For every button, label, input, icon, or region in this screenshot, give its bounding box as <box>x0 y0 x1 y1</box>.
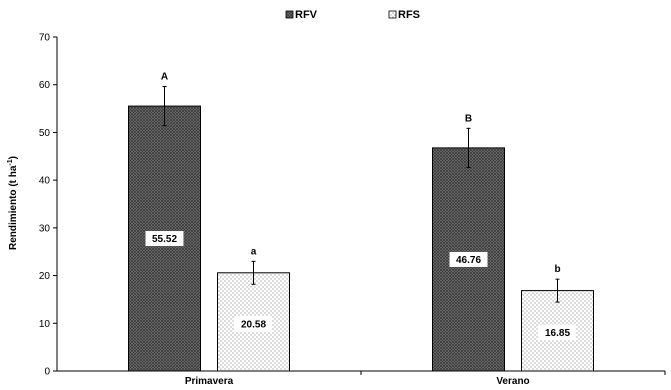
value-label-box <box>538 324 577 340</box>
significance-label: b <box>554 264 560 275</box>
y-tick-label: 60 <box>39 80 51 91</box>
legend-swatch <box>285 10 294 19</box>
data-label: 55.52 <box>152 234 177 245</box>
significance-label: a <box>251 246 257 257</box>
x-category-label: Verano <box>496 376 529 387</box>
legend-label: RFV <box>295 9 318 21</box>
y-axis-label-text: Rendimiento (t ha <box>8 165 19 250</box>
y-tick-label: 30 <box>39 223 51 234</box>
y-axis-label-suffix: ) <box>8 156 19 159</box>
y-tick-label: 20 <box>39 271 51 282</box>
data-label: 20.58 <box>241 319 266 330</box>
y-tick-label: 40 <box>39 176 51 187</box>
legend: RFV RFS <box>285 9 420 21</box>
y-tick-label: 50 <box>39 128 51 139</box>
significance-label: B <box>465 113 472 124</box>
bar <box>521 290 594 372</box>
y-tick-label: 10 <box>39 319 51 330</box>
y-axis-label-superscript: -1 <box>7 159 14 165</box>
value-label-box <box>234 316 273 332</box>
legend-label: RFS <box>398 9 420 21</box>
data-label: 16.85 <box>545 328 570 339</box>
y-axis-label: Rendimiento (t ha-1) <box>7 156 19 250</box>
value-label-box <box>145 231 184 247</box>
data-label: 46.76 <box>456 255 481 266</box>
legend-swatch <box>388 10 397 19</box>
y-tick-label: 70 <box>39 33 51 44</box>
y-tick-label: 0 <box>44 367 50 378</box>
value-label-box <box>449 251 488 267</box>
bars: A 55.52 a 20.58 B 46.76 b 16.85 <box>128 72 594 372</box>
significance-label: A <box>161 72 168 83</box>
x-category-label: Primavera <box>185 376 234 387</box>
